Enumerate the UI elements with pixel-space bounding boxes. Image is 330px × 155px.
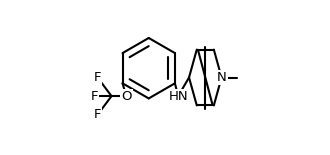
Text: F: F: [91, 90, 98, 103]
Text: O: O: [121, 90, 131, 103]
Text: HN: HN: [168, 90, 188, 103]
Text: N: N: [217, 71, 226, 84]
Text: F: F: [94, 108, 101, 121]
Text: F: F: [94, 71, 101, 84]
